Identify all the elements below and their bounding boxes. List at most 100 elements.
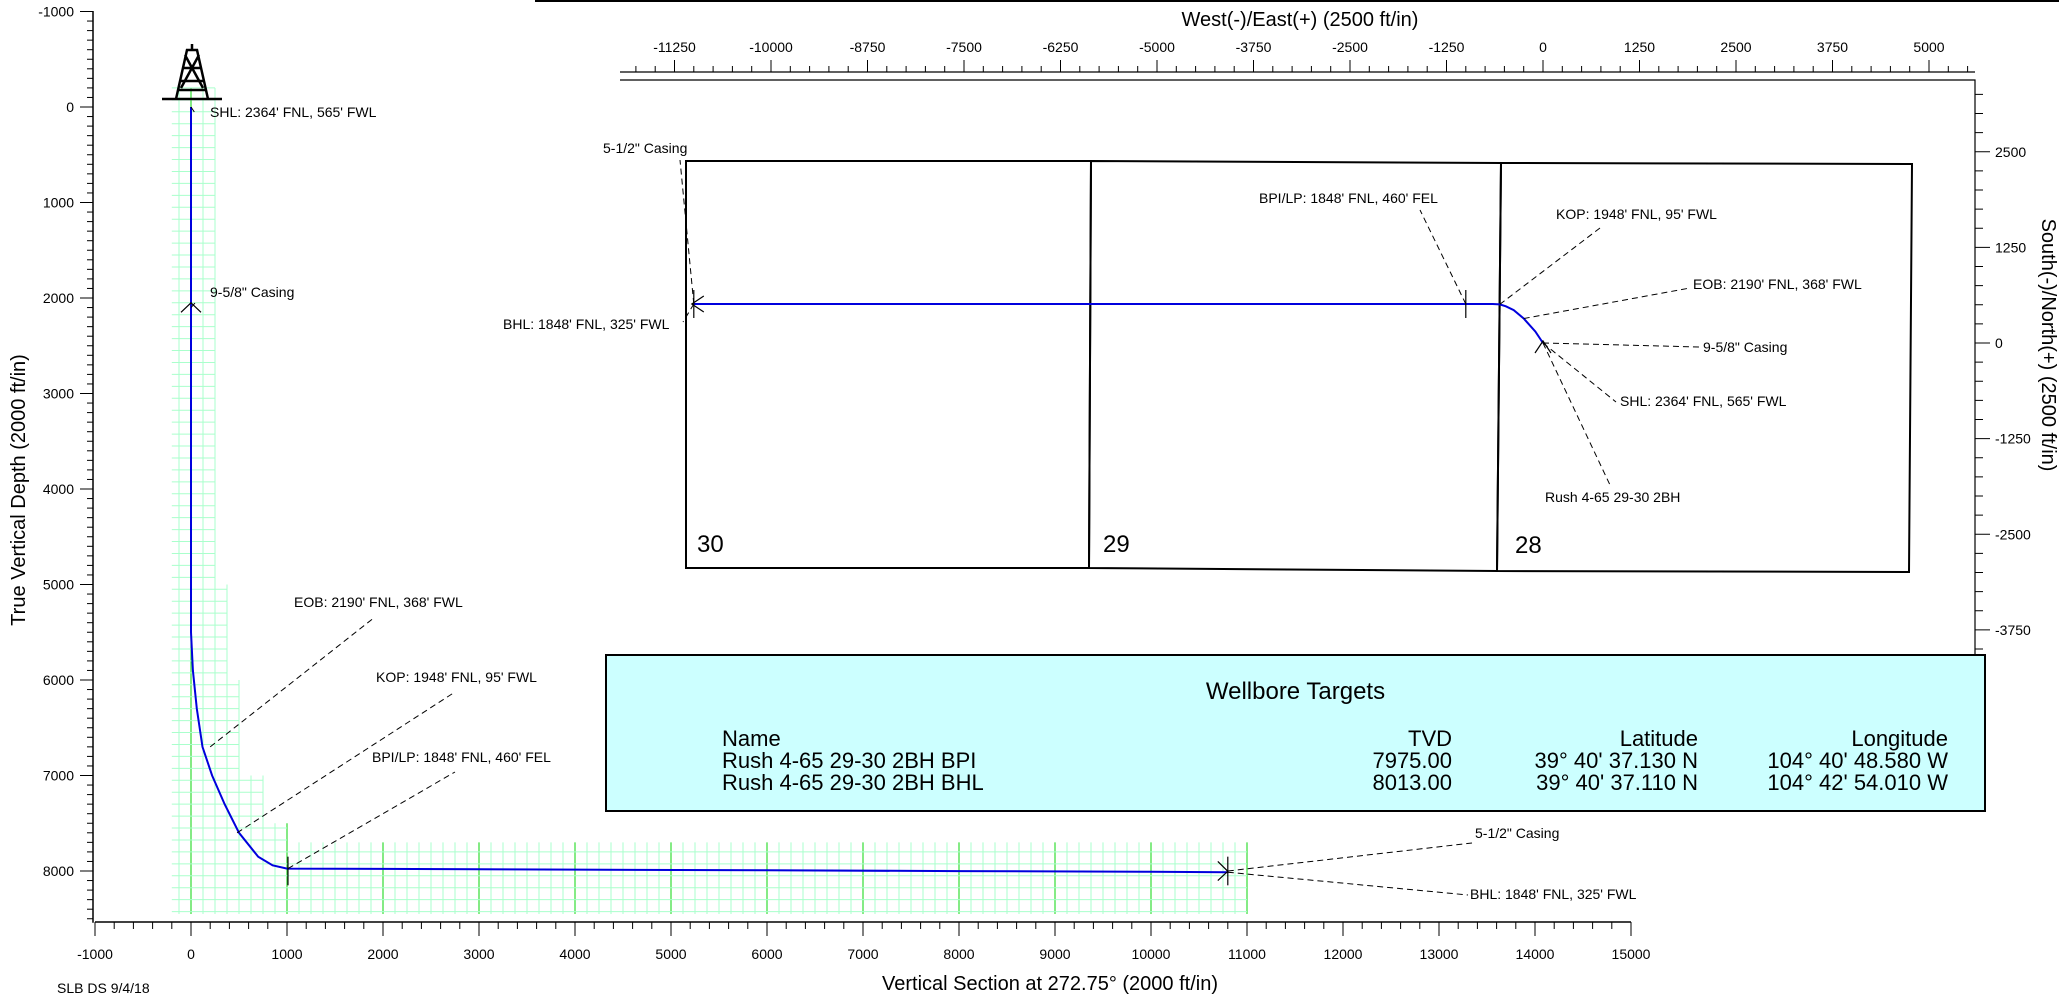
y-tick-label: -1000 — [38, 4, 74, 20]
x-tick-label: -1000 — [77, 946, 113, 962]
section-number: 30 — [697, 531, 724, 558]
plan-view-frame — [535, 0, 2059, 654]
x-tick-label: 5000 — [1913, 39, 1944, 55]
x-tick-label: -1250 — [1429, 39, 1465, 55]
x-tick-label: 2000 — [367, 946, 398, 962]
targets-header-row: Name TVD Latitude Longitude — [722, 728, 1948, 750]
x-tick-label: 3750 — [1817, 39, 1848, 55]
y-tick-label: 4000 — [43, 481, 74, 497]
leader-line — [1542, 342, 1617, 403]
x-tick-label: 10000 — [1132, 946, 1171, 962]
y-tick-label: 2000 — [43, 290, 74, 306]
wellbore-targets-panel: Wellbore Targets Name TVD Latitude Longi… — [605, 654, 1986, 812]
x-tick-label: 13000 — [1420, 946, 1459, 962]
y-axis-title: South(-)/North(+) (2500 ft/in) — [2037, 219, 2059, 472]
x-tick-label: 8000 — [943, 946, 974, 962]
leader-line — [1523, 287, 1691, 320]
x-tick-label: 14000 — [1516, 946, 1555, 962]
x-tick-label: 1250 — [1624, 39, 1655, 55]
x-tick-label: 11000 — [1228, 946, 1266, 962]
y-tick-label: 2500 — [1995, 144, 2026, 160]
leader-line — [236, 691, 456, 834]
plan-view-section-lines: 30 29 28 — [685, 159, 1914, 574]
x-tick-label: -8750 — [850, 39, 886, 55]
x-tick-label: 6000 — [751, 946, 782, 962]
annotation-label: 5-1/2" Casing — [603, 140, 687, 156]
x-tick-label: -5000 — [1139, 39, 1175, 55]
wellpath-line — [693, 303, 1544, 344]
x-tick-label: -7500 — [946, 39, 982, 55]
y-tick-label: -1250 — [1995, 431, 2031, 447]
annotation-label: EOB: 2190' FNL, 368' FWL — [294, 594, 463, 610]
y-axis-title: True Vertical Depth (2000 ft/in) — [8, 354, 30, 626]
annotation-label: KOP: 1948' FNL, 95' FWL — [376, 669, 537, 685]
header-longitude: Longitude — [1851, 726, 1948, 751]
y-tick-label: -3750 — [1995, 622, 2031, 638]
target-longitude: 104° 42' 54.010 W — [1767, 770, 1948, 795]
annotation-label: KOP: 1948' FNL, 95' FWL — [1556, 206, 1717, 222]
leader-line — [1499, 227, 1601, 305]
y-tick-label: 3000 — [43, 386, 74, 402]
leader-line — [209, 616, 376, 748]
table-row: Rush 4-65 29-30 2BH BHL 8013.00 39° 40' … — [722, 772, 1948, 794]
annotation-label: BHL: 1848' FNL, 325' FWL — [1470, 886, 1637, 902]
vertical-section-axes: -1000 0 1000 2000 3000 4000 5000 6000 7000 8000 -1… — [8, 4, 1651, 996]
leader-line — [1227, 842, 1473, 872]
annotation-label: SHL: 2364' FNL, 565' FWL — [1620, 393, 1787, 409]
leader-line — [1419, 209, 1467, 305]
y-tick-label: 6000 — [43, 672, 74, 688]
section-number: 28 — [1515, 532, 1542, 559]
y-tick-label: 0 — [1995, 335, 2003, 351]
wellpath-line — [190, 107, 1228, 874]
targets-title: Wellbore Targets — [1205, 678, 1386, 705]
target-latitude: 39° 40' 37.130 N — [1534, 748, 1698, 773]
x-tick-label: 0 — [1539, 39, 1547, 55]
header-name: Name — [722, 726, 781, 751]
target-tvd: 7975.00 — [1372, 748, 1452, 773]
leader-line — [190, 106, 196, 114]
annotation-label: 5-1/2" Casing — [1475, 825, 1559, 841]
annotation-label: BPI/LP: 1848' FNL, 460' FEL — [1259, 190, 1438, 206]
y-tick-label: 0 — [66, 99, 74, 115]
x-tick-label: 12000 — [1324, 946, 1363, 962]
y-tick-label: -2500 — [1995, 526, 2031, 542]
x-tick-label: -11250 — [653, 39, 696, 55]
plan-view-wellpath — [693, 303, 1544, 344]
x-tick-label: 15000 — [1612, 946, 1651, 962]
annotation-label: 9-5/8" Casing — [210, 284, 294, 300]
target-name: Rush 4-65 29-30 2BH BPI — [722, 748, 977, 773]
header-tvd: TVD — [1408, 726, 1452, 751]
x-tick-label: 7000 — [847, 946, 878, 962]
vertical-section-annotations: SHL: 2364' FNL, 565' FWL 9-5/8" Casing EOB… — [180, 104, 1637, 902]
targets-table: Name TVD Latitude Longitude Rush 4-65 29… — [722, 728, 1948, 794]
x-tick-label: 5000 — [655, 946, 686, 962]
x-tick-label: 9000 — [1039, 946, 1070, 962]
x-tick-label: 1000 — [271, 946, 302, 962]
header-latitude: Latitude — [1619, 726, 1698, 751]
leader-line — [679, 159, 695, 305]
y-tick-label: 5000 — [43, 577, 74, 593]
y-tick-label: 8000 — [43, 863, 74, 879]
x-tick-label: -3750 — [1236, 39, 1272, 55]
casing-marker — [690, 295, 705, 313]
x-tick-label: 4000 — [559, 946, 590, 962]
section-number: 29 — [1103, 531, 1130, 558]
annotation-label: BPI/LP: 1848' FNL, 460' FEL — [372, 749, 551, 765]
y-tick-label: 7000 — [43, 768, 74, 784]
casing-marker — [1534, 339, 1552, 354]
rig-icon — [162, 44, 222, 101]
target-name: Rush 4-65 29-30 2BH BHL — [722, 770, 984, 795]
y-tick-label: 1250 — [1995, 239, 2026, 255]
x-axis-title: Vertical Section at 272.75° (2000 ft/in) — [882, 973, 1218, 995]
casing-marker — [180, 301, 202, 313]
leader-line — [1227, 871, 1469, 896]
plan-view-axes: -11250 -10000 -8750 -7500 -6250 -5000 -3750 -25… — [620, 9, 2059, 650]
annotation-label: EOB: 2190' FNL, 368' FWL — [1693, 276, 1862, 292]
y-tick-label: 1000 — [43, 195, 74, 211]
x-axis-title: West(-)/East(+) (2500 ft/in) — [1182, 9, 1419, 31]
leader-line — [287, 771, 456, 870]
vertical-section-grid — [171, 87, 1248, 914]
x-tick-label: 2500 — [1720, 39, 1751, 55]
leader-line — [1542, 342, 1701, 348]
